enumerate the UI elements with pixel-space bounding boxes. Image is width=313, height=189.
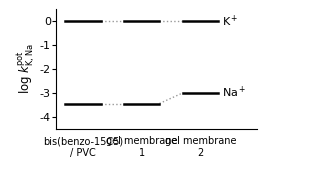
Text: Na$^+$: Na$^+$ xyxy=(222,85,246,100)
Y-axis label: log $k$$^{\mathregular{pot}}_{\mathregular{K,Na}}$: log $k$$^{\mathregular{pot}}_{\mathregul… xyxy=(15,44,37,94)
Text: K$^+$: K$^+$ xyxy=(222,14,239,29)
